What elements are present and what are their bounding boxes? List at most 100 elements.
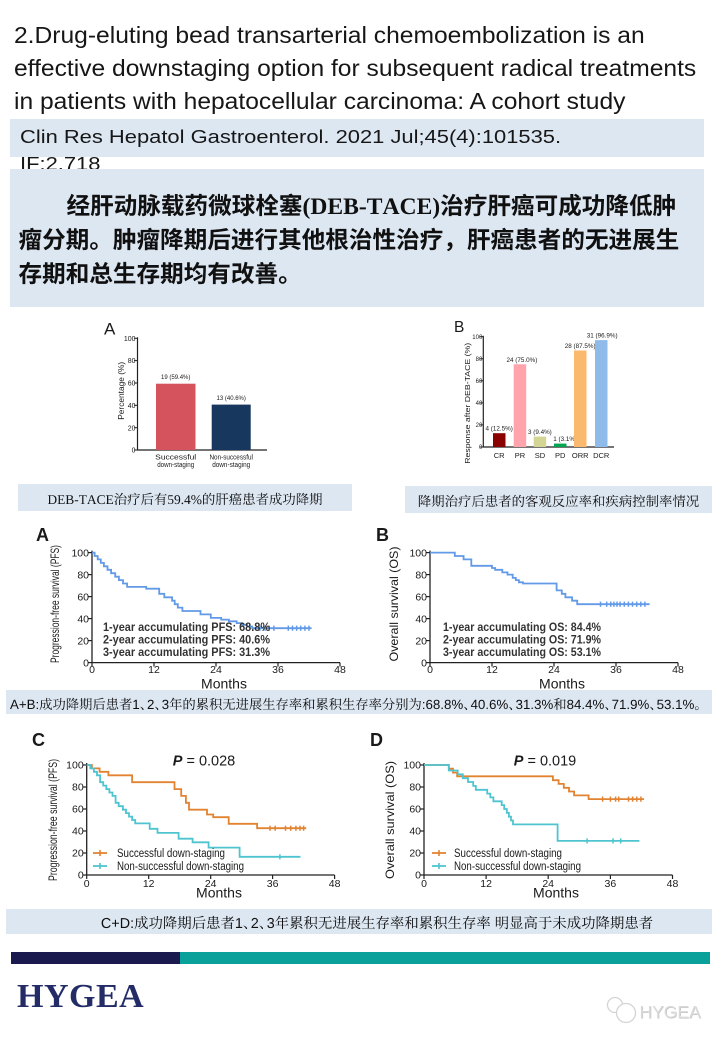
svg-text:Progression-free survival (PFS: Progression-free survival (PFS) [48, 545, 62, 663]
svg-text:Months: Months [539, 676, 585, 692]
svg-text:48: 48 [334, 664, 346, 676]
svg-text:CR: CR [494, 451, 505, 460]
svg-text:4 (12.5%): 4 (12.5%) [486, 426, 513, 433]
svg-text:20: 20 [128, 425, 136, 432]
svg-text:80: 80 [72, 782, 84, 794]
svg-text:0: 0 [83, 657, 89, 669]
svg-text:D: D [370, 730, 383, 750]
svg-text:Progression-free survival (PFS: Progression-free survival (PFS) [46, 759, 60, 881]
svg-text:100: 100 [403, 760, 421, 772]
svg-text:60: 60 [476, 379, 483, 385]
svg-text:1 (3.1%): 1 (3.1%) [553, 436, 577, 443]
svg-text:Successful: Successful [155, 455, 197, 462]
svg-text:80: 80 [128, 358, 136, 365]
svg-text:80: 80 [77, 569, 89, 581]
svg-text:100: 100 [71, 547, 89, 559]
svg-text:80: 80 [409, 782, 421, 794]
svg-text:48: 48 [672, 664, 684, 676]
svg-text:down-staging: down-staging [157, 462, 194, 469]
svg-text:40: 40 [72, 826, 84, 838]
svg-text:2-year accumulating OS: 71.9%: 2-year accumulating OS: 71.9% [443, 635, 601, 647]
svg-text:0: 0 [132, 448, 136, 455]
svg-text:60: 60 [128, 381, 136, 388]
svg-text:60: 60 [72, 804, 84, 816]
svg-text:80: 80 [476, 357, 483, 363]
svg-text:24: 24 [205, 878, 217, 890]
svg-text:48: 48 [667, 878, 679, 890]
svg-text:60: 60 [415, 591, 427, 603]
svg-text:48: 48 [329, 878, 341, 890]
svg-text:40: 40 [415, 613, 427, 625]
svg-text:down-staging: down-staging [212, 462, 250, 469]
svg-text:24: 24 [542, 878, 554, 890]
svg-text:B: B [454, 319, 464, 336]
svg-text:28 (87.5%): 28 (87.5%) [565, 343, 596, 350]
svg-text:12: 12 [486, 664, 498, 676]
svg-text:C: C [32, 730, 45, 750]
svg-text:Months: Months [533, 885, 579, 901]
svg-text:100: 100 [124, 336, 136, 343]
svg-text:PD: PD [555, 451, 566, 460]
svg-text:60: 60 [77, 591, 89, 603]
svg-text:13 (40.6%): 13 (40.6%) [217, 396, 246, 402]
svg-text:P = 0.028: P = 0.028 [173, 754, 235, 770]
svg-text:3-year accumulating OS: 53.1%: 3-year accumulating OS: 53.1% [443, 647, 601, 659]
svg-text:A: A [36, 525, 49, 545]
svg-text:100: 100 [472, 335, 483, 341]
svg-text:Non-successful: Non-successful [209, 455, 253, 462]
svg-text:0: 0 [427, 664, 433, 676]
svg-text:24 (75.0%): 24 (75.0%) [506, 357, 537, 364]
svg-text:0: 0 [421, 657, 427, 669]
svg-text:20: 20 [415, 635, 427, 647]
svg-text:HYGEA: HYGEA [639, 1002, 701, 1022]
svg-text:HYGEA: HYGEA [640, 1003, 702, 1023]
svg-text:Successful down-staging: Successful down-staging [454, 848, 562, 860]
svg-text:HYGEA: HYGEA [640, 1002, 702, 1022]
svg-text:Overall survival (OS): Overall survival (OS) [387, 547, 401, 662]
svg-text:0: 0 [89, 664, 95, 676]
svg-text:40: 40 [77, 613, 89, 625]
svg-text:20: 20 [72, 848, 84, 860]
svg-text:36: 36 [267, 878, 279, 890]
svg-text:2-year accumulating PFS: 40.6%: 2-year accumulating PFS: 40.6% [103, 635, 270, 647]
svg-text:Overall survival (OS): Overall survival (OS) [383, 761, 397, 879]
svg-text:12: 12 [143, 878, 155, 890]
svg-text:PR: PR [515, 451, 526, 460]
svg-text:Successful down-staging: Successful down-staging [117, 848, 225, 860]
svg-text:Response after DEB-TACE (%): Response after DEB-TACE (%) [463, 342, 472, 464]
svg-text:80: 80 [415, 569, 427, 581]
svg-text:0: 0 [421, 878, 427, 890]
svg-text:40: 40 [128, 403, 136, 410]
svg-text:Percentage (%): Percentage (%) [117, 361, 126, 419]
svg-text:Months: Months [201, 676, 247, 692]
svg-text:0: 0 [479, 445, 483, 451]
svg-text:24: 24 [210, 664, 222, 676]
svg-text:19 (59.4%): 19 (59.4%) [161, 375, 190, 381]
svg-text:0: 0 [78, 870, 84, 882]
svg-text:20: 20 [409, 848, 421, 860]
svg-text:P = 0.019: P = 0.019 [514, 754, 576, 770]
svg-text:20: 20 [476, 423, 483, 429]
svg-text:DCR: DCR [593, 451, 610, 460]
svg-text:3 (9.4%): 3 (9.4%) [528, 429, 552, 436]
svg-text:31 (96.9%): 31 (96.9%) [587, 333, 618, 340]
svg-text:36: 36 [605, 878, 617, 890]
svg-text:0: 0 [415, 870, 421, 882]
svg-text:ORR: ORR [572, 451, 589, 460]
svg-text:A: A [104, 320, 116, 339]
svg-text:100: 100 [66, 760, 84, 772]
svg-text:100: 100 [409, 547, 427, 559]
svg-text:B: B [376, 525, 389, 545]
svg-text:36: 36 [610, 664, 622, 676]
svg-text:20: 20 [77, 635, 89, 647]
svg-text:3-year accumulating PFS: 31.3%: 3-year accumulating PFS: 31.3% [103, 647, 270, 659]
svg-text:Non-successful down-staging: Non-successful down-staging [117, 861, 244, 873]
svg-text:Non-successful down-staging: Non-successful down-staging [454, 861, 581, 873]
svg-text:36: 36 [272, 664, 284, 676]
svg-text:0: 0 [84, 878, 90, 890]
svg-text:1-year accumulating PFS: 68.8%: 1-year accumulating PFS: 68.8% [103, 622, 270, 634]
svg-text:Months: Months [196, 885, 242, 901]
svg-text:SD: SD [535, 451, 546, 460]
svg-text:40: 40 [409, 826, 421, 838]
svg-text:24: 24 [548, 664, 560, 676]
